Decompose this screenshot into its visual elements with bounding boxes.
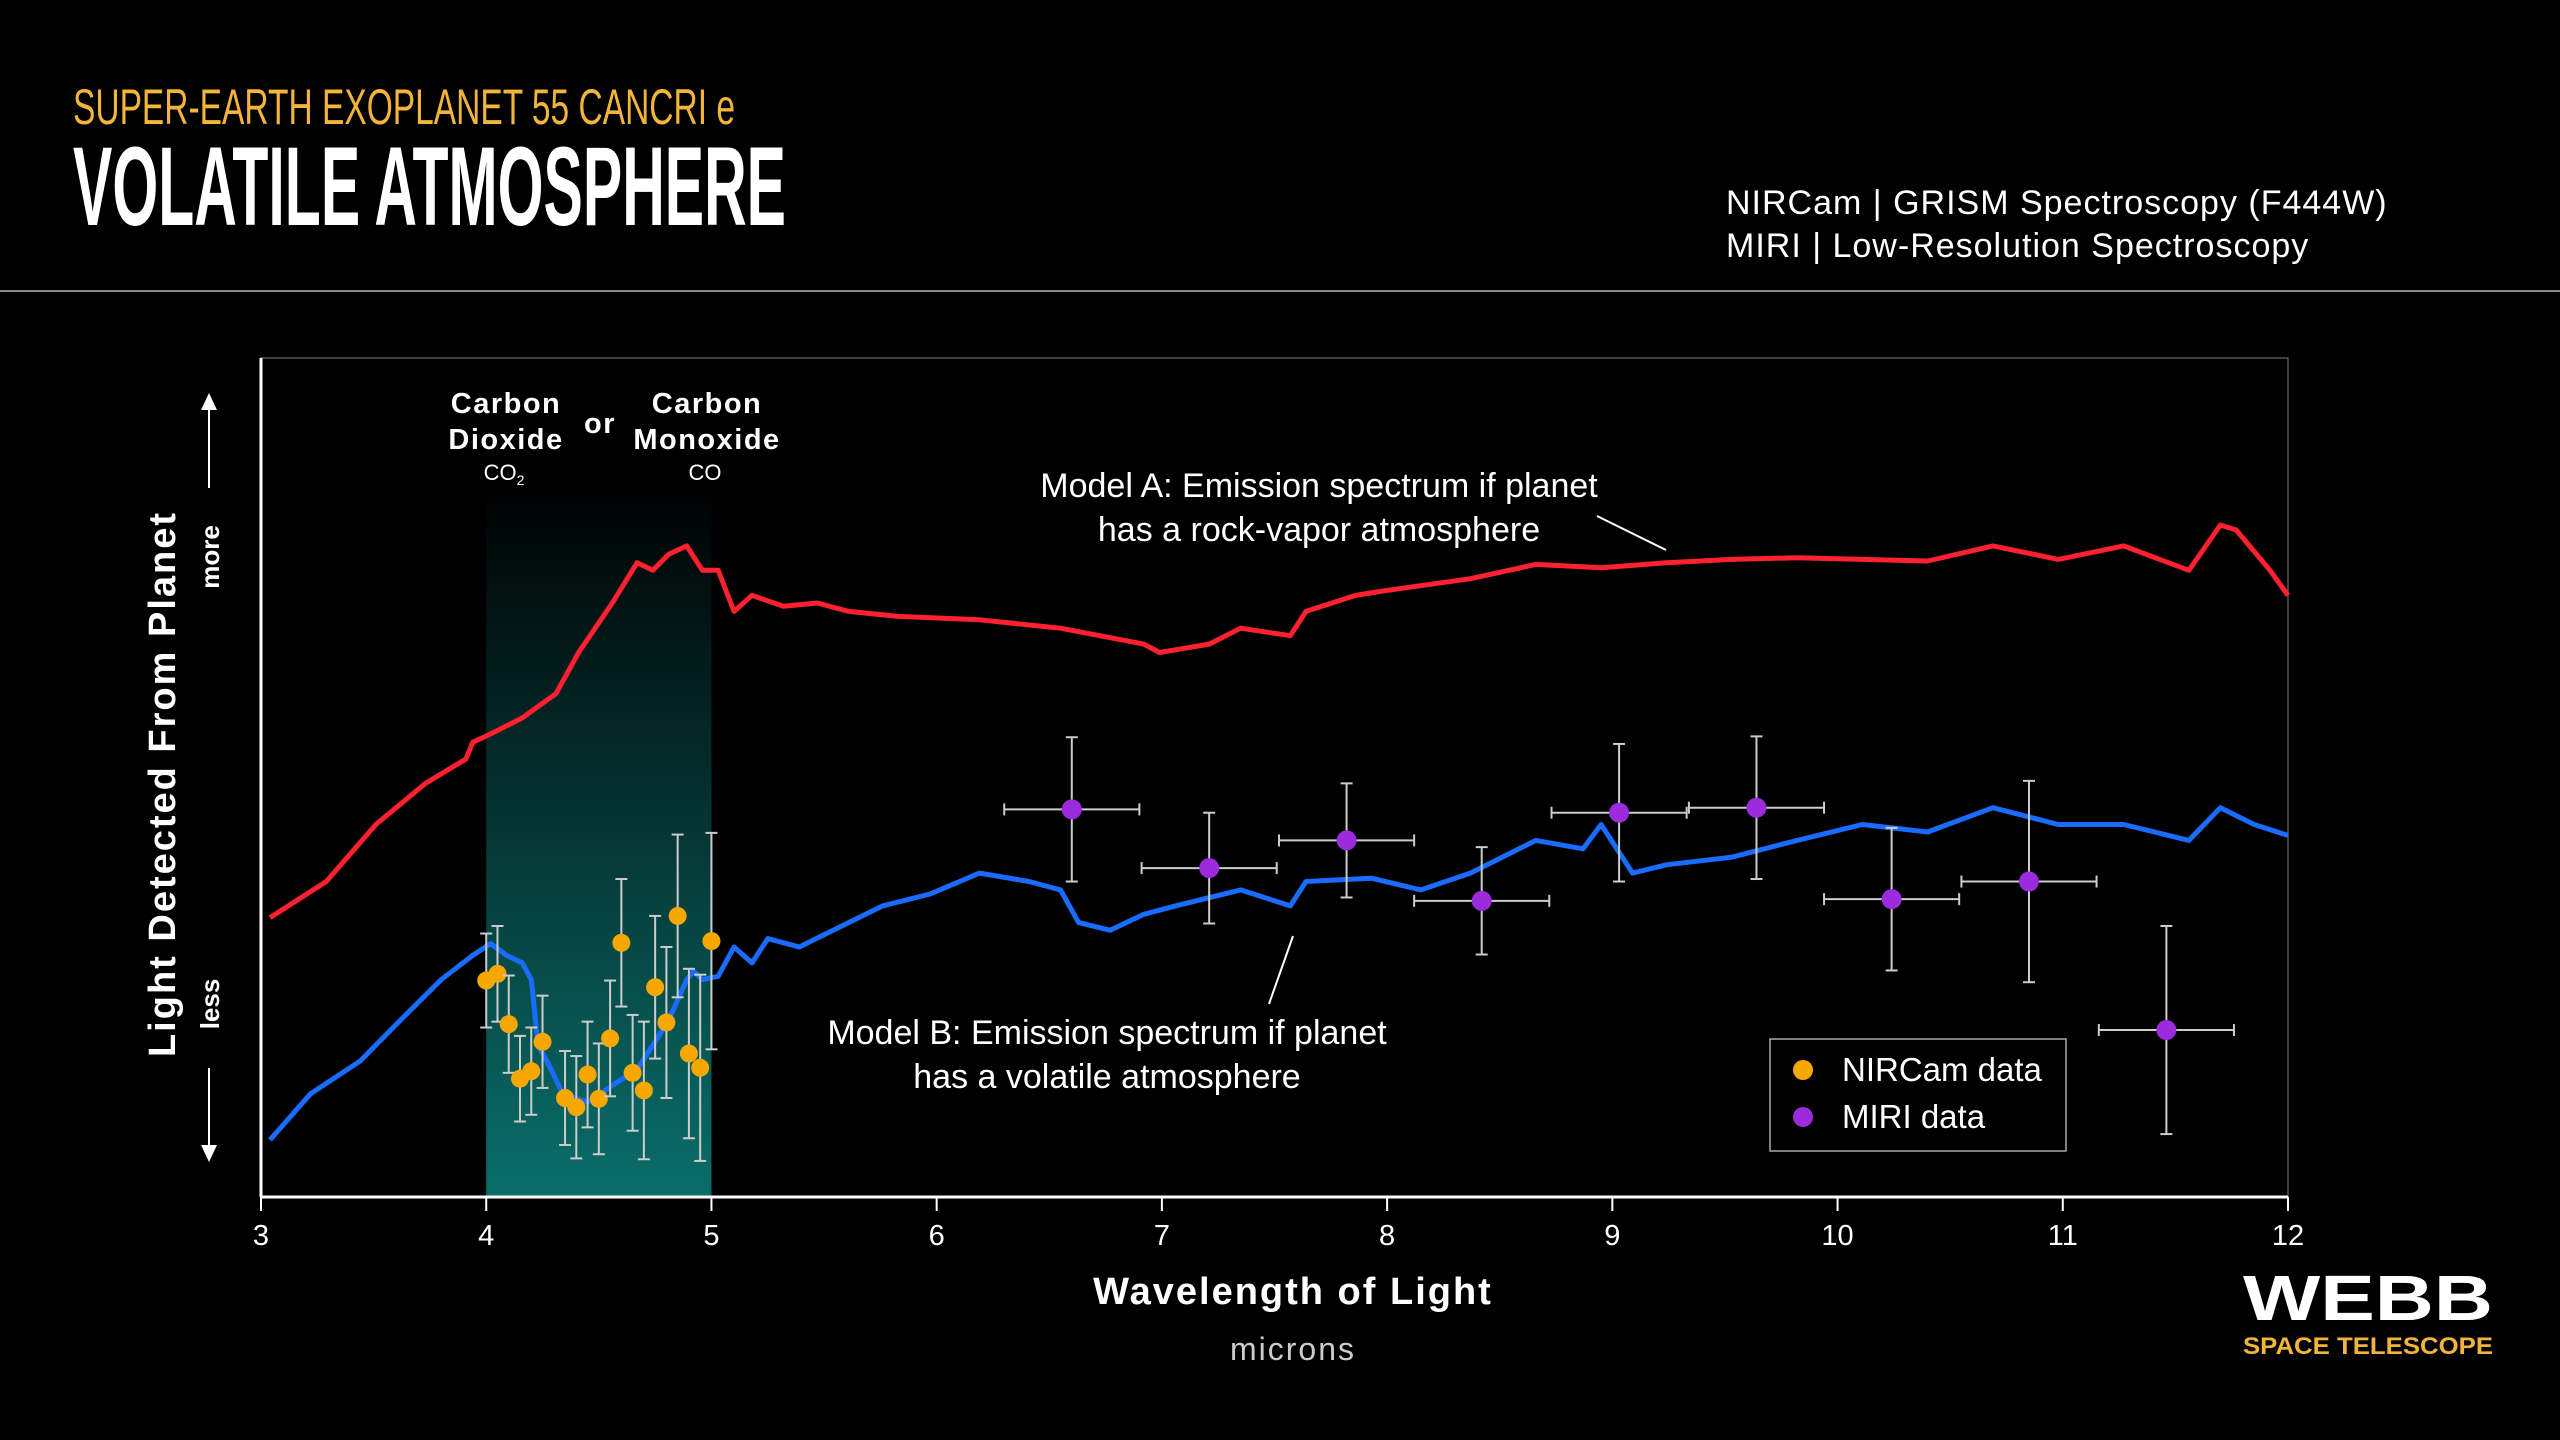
band-label-right-1: Carbon — [652, 388, 763, 420]
x-tick-label: 4 — [478, 1220, 494, 1252]
instrument-line-2: MIRI | Low-Resolution Spectroscopy — [1726, 227, 2309, 265]
model-b-label-2: has a volatile atmosphere — [913, 1058, 1300, 1096]
legend: NIRCam data MIRI data — [1769, 1038, 2067, 1152]
logo-tagline: SPACE TELESCOPE — [2243, 1333, 2493, 1360]
nircam-data-point — [679, 1044, 698, 1063]
x-tick-label: 8 — [1379, 1220, 1395, 1252]
nircam-data-point — [634, 1081, 653, 1100]
miri-data-point — [2156, 1020, 2177, 1041]
y-axis-label: Light Detected From Planet — [142, 511, 184, 1057]
down-arrow-icon — [201, 1068, 217, 1162]
x-tick-label: 11 — [2048, 1220, 2078, 1252]
nircam-data-point — [668, 906, 687, 925]
nircam-data-point — [691, 1058, 710, 1077]
axes — [259, 358, 2288, 1199]
logo-wordmark: WEBB — [2243, 1262, 2493, 1334]
formula-co2: CO2 — [484, 460, 525, 488]
instrument-line-1: NIRCam | GRISM Spectroscopy (F444W) — [1726, 184, 2388, 222]
nircam-data-point — [601, 1029, 620, 1048]
nircam-data-point — [589, 1089, 608, 1108]
legend-nircam-label: NIRCam data — [1842, 1051, 2043, 1088]
nircam-data-point — [522, 1062, 541, 1081]
nircam-data-point — [499, 1015, 518, 1034]
model-a-label-1: Model A: Emission spectrum if planet — [1040, 467, 1598, 505]
page-subtitle: SUPER-EARTH EXOPLANET 55 CANCRI e — [73, 79, 735, 135]
band-label-left-1: Carbon — [451, 388, 562, 420]
miri-data-point — [1471, 890, 1492, 911]
x-tick-label: 3 — [253, 1220, 269, 1252]
model-a-leader-line — [1596, 515, 1667, 551]
nircam-data-point — [567, 1098, 586, 1117]
x-axis-unit: microns — [1230, 1331, 1356, 1367]
page-title: VOLATILE ATMOSPHERE — [73, 124, 786, 249]
webb-logo: WEBB SPACE TELESCOPE — [2243, 1262, 2493, 1360]
nircam-data-point — [488, 964, 507, 983]
nircam-data-point — [657, 1013, 676, 1032]
miri-data-point — [1061, 799, 1082, 820]
x-tick-label: 7 — [1154, 1220, 1170, 1252]
up-arrow-icon — [201, 393, 217, 488]
model-a-label-2: has a rock-vapor atmosphere — [1098, 511, 1540, 549]
legend-miri-marker — [1793, 1107, 1813, 1127]
band-label-or: or — [584, 408, 616, 440]
band-label-right-2: Monoxide — [633, 424, 780, 456]
x-tick-label: 10 — [1821, 1220, 1853, 1252]
miri-data-point — [1336, 830, 1357, 851]
model-b-leader-line — [1268, 935, 1294, 1005]
miri-data-point — [2018, 871, 2039, 892]
nircam-data-point — [702, 932, 721, 951]
x-tick-label: 6 — [929, 1220, 945, 1252]
miri-data-point — [1746, 797, 1767, 818]
nircam-data-point — [578, 1065, 597, 1084]
x-tick-label: 9 — [1604, 1220, 1620, 1252]
nircam-data-point — [623, 1063, 642, 1082]
legend-box — [1769, 1038, 2067, 1152]
y-axis-more: more — [195, 525, 225, 589]
series-line-model-b — [268, 805, 2289, 1142]
legend-nircam-marker — [1793, 1060, 1813, 1080]
miri-data-point — [1199, 858, 1220, 879]
model-b-label-1: Model B: Emission spectrum if planet — [827, 1014, 1387, 1052]
legend-miri-label: MIRI data — [1842, 1098, 1986, 1135]
nircam-data-point — [612, 933, 631, 952]
nircam-data-point — [646, 978, 665, 997]
x-tick-label: 5 — [703, 1220, 719, 1252]
miri-data-point — [1609, 802, 1630, 823]
series-line-model-a — [268, 522, 2291, 920]
nircam-data-point — [533, 1032, 552, 1051]
x-tick-label: 12 — [2272, 1220, 2304, 1252]
miri-data-point — [1881, 889, 1902, 910]
y-axis-less: less — [195, 979, 225, 1030]
formula-co: CO — [689, 460, 722, 485]
x-axis-label: Wavelength of Light — [1093, 1271, 1493, 1313]
band-label-left-2: Dioxide — [448, 424, 563, 456]
